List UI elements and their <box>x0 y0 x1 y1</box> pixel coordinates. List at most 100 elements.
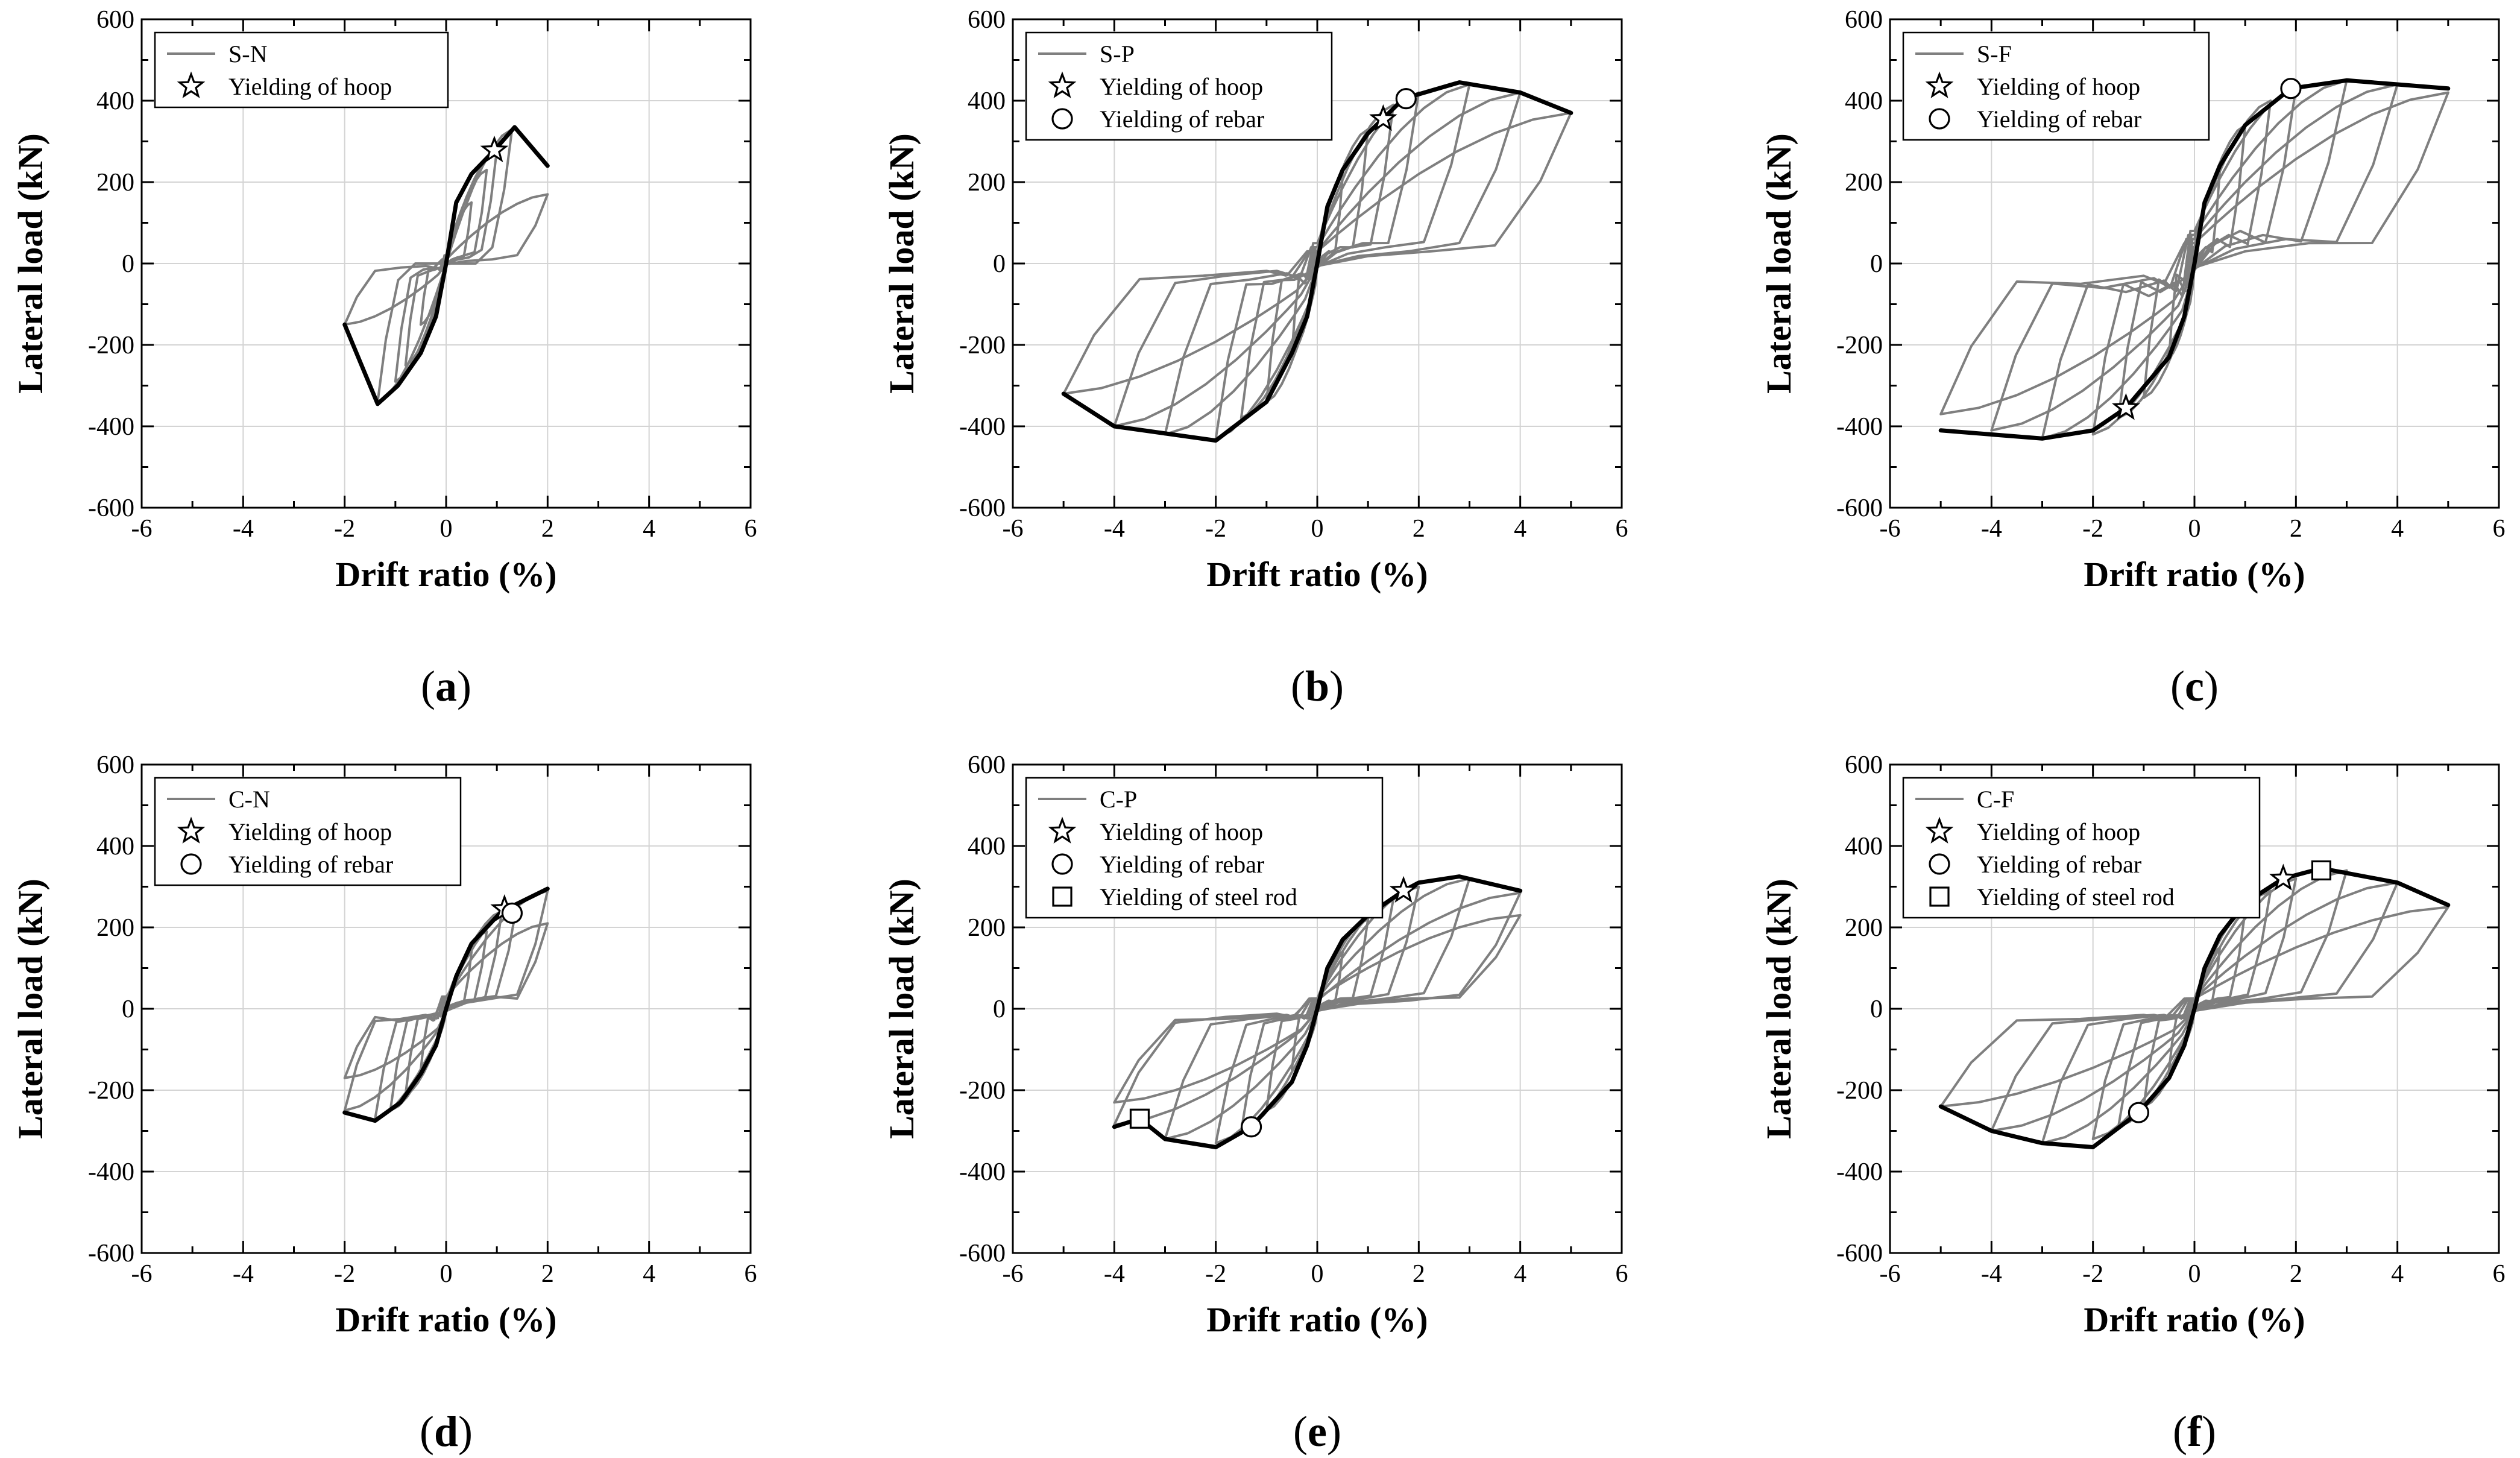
y-tick-label: -200 <box>88 1077 134 1105</box>
x-tick-label: 0 <box>2188 1260 2201 1288</box>
x-tick-label: 4 <box>643 515 655 543</box>
panel-caption: (d) <box>420 1407 473 1456</box>
x-tick-label: 6 <box>1616 515 1628 543</box>
y-tick-label: 400 <box>968 87 1006 115</box>
circle-marker <box>1240 1116 1262 1138</box>
x-tick-label: -4 <box>233 515 254 543</box>
x-tick-label: 2 <box>2290 515 2302 543</box>
caption-letter: a <box>435 662 457 710</box>
y-tick-label: -600 <box>1836 1240 1883 1267</box>
y-tick-label: 0 <box>993 996 1006 1023</box>
legend-star-swatch <box>1048 816 1077 844</box>
legend-box <box>1902 777 2261 919</box>
y-tick-label: 0 <box>1870 250 1883 278</box>
y-tick-label: 200 <box>96 914 134 942</box>
x-tick-label: 4 <box>1514 515 1526 543</box>
star-marker <box>1369 104 1397 131</box>
legend-star-swatch <box>1925 816 1954 844</box>
chart-panel-e: -6 -4 -2 0 2 4 6 600 400 200 0 -200 -400 -600 Drift ra… <box>882 751 1628 1456</box>
legend-label: Yielding of hoop <box>1100 73 1263 100</box>
chart-panel-d: -6 -4 -2 0 2 4 6 600 400 200 0 -200 -400 -600 Drift ra… <box>11 751 757 1456</box>
panel-caption: (c) <box>2170 662 2219 710</box>
hysteresis-cycle <box>1939 91 2449 415</box>
legend-label: Yielding of steel rod <box>1100 883 1297 910</box>
hysteresis-cycle <box>376 128 514 403</box>
y-axis-label: Lateral load (kN) <box>1759 879 1798 1139</box>
y-tick-label: 600 <box>1845 6 1883 34</box>
series-S-P-hysteresis <box>1062 83 1572 440</box>
y-tick-label: -400 <box>1836 413 1883 441</box>
x-axis-label: Drift ratio (%) <box>1206 1300 1428 1339</box>
x-tick-label: -2 <box>2082 1260 2103 1288</box>
legend-square-swatch <box>1929 886 1950 907</box>
x-tick-label: -4 <box>1981 515 2002 543</box>
x-tick-label: 0 <box>1311 1260 1324 1288</box>
x-tick-label: 4 <box>643 1260 655 1288</box>
y-tick-label: -600 <box>959 1240 1006 1267</box>
x-tick-label: 0 <box>440 1260 453 1288</box>
legend-label: S-F <box>1977 40 2012 68</box>
x-tick-label: -2 <box>1205 1260 1226 1288</box>
envelope-line <box>1112 874 1523 1149</box>
envelope-line <box>1938 78 2451 441</box>
y-tick-label: -400 <box>1836 1158 1883 1186</box>
y-tick-label: 600 <box>968 751 1006 779</box>
x-tick-label: -4 <box>233 1260 254 1288</box>
y-tick-label: -400 <box>959 413 1006 441</box>
circle-marker <box>2128 1102 2150 1123</box>
y-tick-label: 400 <box>1845 833 1883 860</box>
y-tick-label: -600 <box>88 1240 134 1267</box>
star-marker <box>2269 863 2298 891</box>
y-axis-label: Lateral load (kN) <box>11 133 50 394</box>
caption-close-paren: ) <box>2204 662 2219 710</box>
caption-letter: f <box>2187 1407 2202 1456</box>
x-tick-label: 0 <box>440 515 453 543</box>
hysteresis-cycle <box>1990 881 2399 1132</box>
legend-label: Yielding of hoop <box>1100 818 1263 845</box>
chart-panel-f: -6 -4 -2 0 2 4 6 600 400 200 0 -200 -400 -600 Drift ra… <box>1759 751 2506 1456</box>
y-axis-label: Lateral load (kN) <box>11 879 50 1139</box>
y-axis-label: Lateral load (kN) <box>882 133 921 394</box>
legend-box <box>154 777 462 886</box>
x-tick-label: -6 <box>1003 1260 1024 1288</box>
legend-box <box>1025 31 1333 141</box>
square-marker <box>1129 1108 1150 1129</box>
x-tick-label: -2 <box>334 1260 355 1288</box>
chart-panel-c: -6 -4 -2 0 2 4 6 600 400 200 0 -200 -400 -600 Drift ra… <box>1759 6 2506 710</box>
x-tick-label: -2 <box>2082 515 2103 543</box>
axis-ticks: -6 -4 -2 0 2 4 6 600 400 200 0 -200 -400 -600 <box>88 751 757 1288</box>
x-tick-label: 4 <box>2391 1260 2404 1288</box>
axis-ticks: -6 -4 -2 0 2 4 6 600 400 200 0 -200 -400 -600 <box>88 6 757 543</box>
circle-marker <box>501 902 523 924</box>
panel-caption: (f) <box>2173 1407 2216 1456</box>
y-tick-label: 400 <box>96 833 134 860</box>
y-tick-label: 600 <box>968 6 1006 34</box>
hysteresis-cycle <box>1164 83 1471 436</box>
caption-close-paren: ) <box>1329 662 1344 710</box>
legend: C-F Yielding of hoop Yielding of rebar Yiel… <box>1902 777 2261 919</box>
y-tick-label: -400 <box>88 413 134 441</box>
chart-panel-a: -6 -4 -2 0 2 4 6 600 400 200 0 -200 -400 -600 Drift ra… <box>11 6 757 710</box>
caption-letter: c <box>2185 662 2204 710</box>
legend: C-P Yielding of hoop Yielding of rebar Yiel… <box>1025 777 1384 919</box>
legend-label: Yielding of rebar <box>228 851 393 878</box>
x-tick-label: 2 <box>541 1260 554 1288</box>
legend-label: Yielding of rebar <box>1977 106 2141 133</box>
x-tick-label: -6 <box>1880 1260 1901 1288</box>
legend-circle-swatch <box>180 853 202 875</box>
y-tick-label: 0 <box>1870 996 1883 1023</box>
caption-close-paren: ) <box>1327 1407 1341 1456</box>
legend-label: C-P <box>1100 786 1137 813</box>
legend-label: Yielding of rebar <box>1100 106 1264 133</box>
y-tick-label: 200 <box>96 169 134 197</box>
hysteresis-cycle <box>2117 889 2272 1128</box>
legend-box <box>1025 777 1384 919</box>
legend-label: C-N <box>228 786 270 813</box>
x-tick-label: 2 <box>1413 1260 1425 1288</box>
y-tick-label: -600 <box>88 494 134 522</box>
hysteresis-cycle <box>1214 885 1420 1144</box>
y-tick-label: 600 <box>1845 751 1883 779</box>
legend-star-swatch <box>1048 71 1077 98</box>
legend-label: Yielding of hoop <box>228 73 392 100</box>
